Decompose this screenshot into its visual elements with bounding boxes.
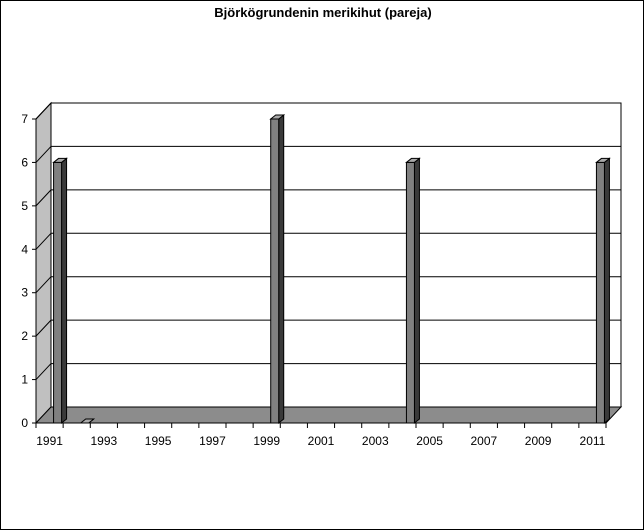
x-tick-label: 1997 <box>199 434 226 448</box>
bars <box>52 113 611 425</box>
y-tick-label: 2 <box>21 329 28 343</box>
axes <box>35 119 606 424</box>
y-tick-label: 1 <box>21 373 28 387</box>
y-axis-ticks: 0 1 2 3 4 5 6 7 <box>21 112 36 430</box>
x-tick-label: 1995 <box>145 434 172 448</box>
x-tick-label: 2003 <box>362 434 389 448</box>
floor <box>34 406 623 424</box>
x-tick-label: 2007 <box>471 434 498 448</box>
side-wall <box>35 101 52 425</box>
bar-front <box>270 118 280 424</box>
bar-side <box>278 113 285 425</box>
x-tick-label: 1999 <box>253 434 280 448</box>
bar-front <box>405 161 415 424</box>
bar-side <box>61 157 68 425</box>
bar-side <box>603 157 610 425</box>
bar-front <box>53 161 63 424</box>
bar <box>595 157 611 425</box>
gridline-side <box>35 232 52 250</box>
bar-top <box>595 157 611 163</box>
bar-top <box>52 157 68 163</box>
bar-front <box>595 161 605 424</box>
gridline-side <box>35 189 52 207</box>
x-tick-label: 2001 <box>308 434 335 448</box>
y-tick-label: 6 <box>21 155 28 169</box>
bar <box>269 113 286 425</box>
x-axis-ticks: 1991 1993 1995 1997 1999 2001 2003 2005 2007 2009… <box>35 423 607 448</box>
x-tick-label: 2011 <box>580 434 606 448</box>
y-tick-label: 5 <box>21 199 28 213</box>
bar <box>52 157 68 425</box>
gridline-side <box>35 146 52 163</box>
y-tick-label: 0 <box>21 416 28 430</box>
x-tick-label: 1991 <box>36 434 63 448</box>
bar <box>405 157 421 425</box>
bar-top <box>405 157 421 163</box>
chart-title: Björkögrundenin merikihut (pareja) <box>214 5 431 20</box>
chart-walls <box>34 101 623 425</box>
x-tick-label: 2009 <box>525 434 552 448</box>
x-tick-label: 2005 <box>416 434 443 448</box>
bar-top <box>269 114 286 120</box>
gridlines <box>35 102 621 380</box>
x-tick-label: 1993 <box>91 434 118 448</box>
bar-side <box>413 157 420 425</box>
back-wall <box>50 102 622 408</box>
gridline-side <box>35 102 52 120</box>
y-tick-label: 4 <box>21 242 28 256</box>
gridline-side <box>35 276 52 294</box>
gridline-side <box>35 363 52 380</box>
gridline-side <box>35 319 52 337</box>
y-tick-label: 3 <box>21 286 28 300</box>
y-tick-label: 7 <box>21 112 28 126</box>
